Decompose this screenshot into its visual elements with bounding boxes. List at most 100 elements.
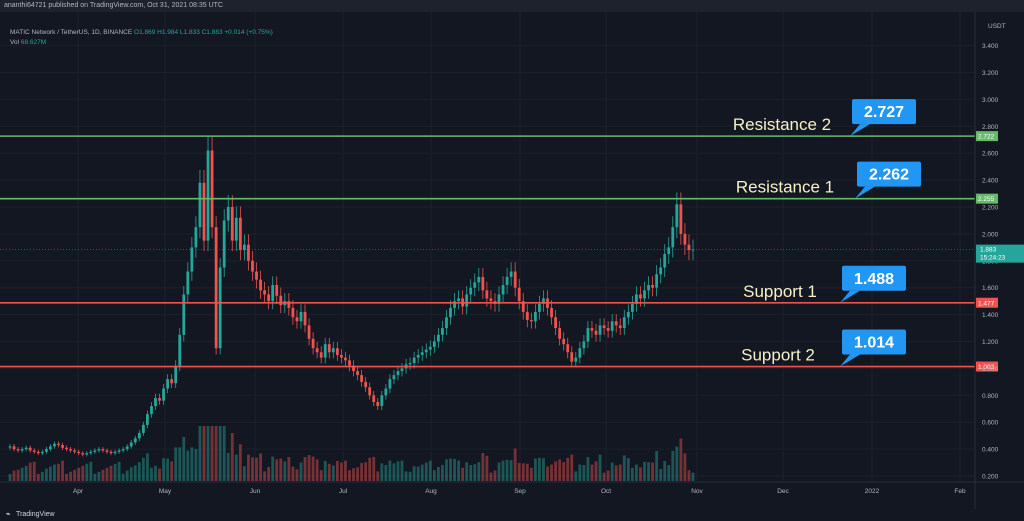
candle-body (663, 254, 667, 268)
candle-body (89, 451, 93, 454)
volume-bar (344, 460, 347, 481)
candle-body (420, 352, 424, 355)
volume-bar (550, 464, 553, 481)
price-tick-label: 0.800 (982, 393, 999, 400)
publish-text: ananthi64721 published on TradingView.co… (4, 2, 223, 9)
candle-body (73, 450, 77, 452)
volume-bar (283, 461, 287, 481)
last-price-value: 1.883 (980, 247, 997, 254)
volume-bar (554, 461, 557, 481)
candle-body (105, 450, 109, 452)
candle-body (174, 365, 178, 384)
volume-bar (339, 462, 343, 481)
volume-bar (125, 470, 129, 481)
volume-bar (416, 466, 420, 481)
volume-bar (24, 465, 28, 481)
countdown-value: 15:24:23 (980, 255, 1006, 262)
volume-bar (400, 460, 404, 481)
candle-body (133, 438, 137, 443)
candle-body (36, 451, 40, 454)
candle-body (582, 341, 586, 349)
price-tick-label: 2.000 (982, 231, 999, 238)
brand-label: TradingView (16, 511, 55, 518)
candle-body (162, 388, 165, 401)
candle-body (331, 348, 335, 353)
volume-bar (12, 470, 16, 481)
candle-body (683, 233, 687, 245)
candle-body (505, 276, 509, 286)
price-tick-label: 0.400 (982, 447, 999, 454)
volume-bar (295, 469, 299, 481)
candle-body (61, 445, 64, 448)
volume-bar (186, 450, 190, 481)
volume-bar (202, 426, 206, 481)
candle-body (679, 204, 683, 234)
volume-bar (299, 462, 303, 481)
volume-bar (449, 458, 452, 481)
candle-body (109, 451, 113, 454)
candle-body (97, 449, 101, 451)
volume-bar (594, 461, 598, 481)
publish-header: ananthi64721 published on TradingView.co… (0, 0, 1024, 12)
candle-body (380, 395, 384, 407)
candle-body (186, 271, 190, 295)
volume-bar (40, 471, 44, 481)
candle-body (598, 325, 602, 335)
candle-body (449, 307, 452, 318)
volume-bar (105, 467, 109, 481)
volume-bar (671, 451, 675, 481)
candle-body (113, 451, 117, 454)
level-callout-box (857, 161, 921, 187)
volume-bar (497, 462, 501, 481)
candle-body (170, 379, 174, 384)
candle-body (416, 354, 420, 358)
chart-area[interactable]: 2.722 Resistance 2 2.727 2.255 Resistance 1 2… (0, 12, 1024, 509)
volume-bar (404, 471, 408, 481)
level-label: Resistance 2 (733, 115, 831, 134)
volume-bar (643, 461, 646, 481)
volume-bar (323, 461, 327, 481)
price-tick-label: 0.600 (982, 420, 999, 427)
candle-body (85, 453, 89, 455)
candle-body (344, 357, 347, 361)
candle-body (247, 244, 250, 261)
candle-body (146, 414, 149, 425)
candle-body (129, 442, 133, 447)
candle-body (49, 446, 52, 450)
volume-bar (109, 465, 113, 481)
candle-body (400, 368, 404, 372)
volume-bar (154, 465, 157, 481)
candle-body (311, 338, 315, 349)
volume-bar (582, 465, 586, 481)
time-tick-label: Dec (777, 488, 789, 495)
volume-bar (651, 462, 654, 481)
candle-body (267, 294, 271, 302)
price-tick-label: 1.400 (982, 312, 999, 319)
volume-bar (461, 467, 465, 481)
candle-body (376, 402, 380, 407)
volume-bar (146, 453, 149, 481)
candle-body (259, 279, 262, 291)
candle-body (562, 338, 566, 345)
candle-body (384, 388, 388, 396)
volume-bar (533, 458, 537, 481)
candle-body (618, 325, 622, 329)
volume-bar (36, 473, 40, 481)
level-axis-value: 1.003 (978, 364, 995, 371)
volume-bar (247, 454, 250, 481)
volume-bar (230, 433, 234, 481)
candle-body (166, 379, 170, 389)
time-tick-label: Jul (339, 488, 348, 495)
candle-body (533, 311, 537, 322)
level-label: Support 2 (741, 346, 815, 365)
price-tick-label: 2.600 (982, 151, 999, 158)
candle-body (659, 267, 663, 275)
volume-bar (473, 464, 477, 481)
volume-bar (218, 426, 222, 481)
volume-bar (388, 460, 392, 481)
candle-body (655, 274, 659, 288)
candle-body (441, 328, 444, 335)
volume-bar (259, 453, 262, 481)
volume-bar (53, 464, 56, 481)
price-chart[interactable]: 2.722 Resistance 2 2.727 2.255 Resistance 1 2… (0, 12, 1024, 509)
